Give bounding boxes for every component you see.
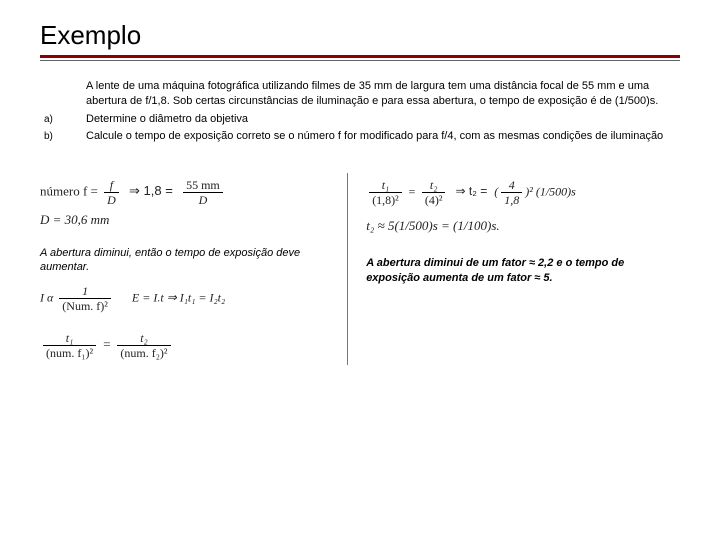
title-underline [40, 55, 680, 58]
result-D: D = 30,6 mm [40, 212, 329, 228]
formula-intensity: I α 1(Num. f)² E = I.t ⇒ I₁t₁ = I₂t₂ [40, 285, 329, 312]
slide-title: Exemplo [40, 20, 680, 51]
item-a: a) Determine o diâmetro da objetiva [44, 112, 680, 127]
note-right: A abertura diminui de um fator ≈ 2,2 e o… [366, 256, 680, 287]
item-b: b) Calcule o tempo de exposição correto … [44, 129, 680, 144]
formula-ratio: t₁(num. f₁)² = t₂(num. f₂)² [40, 332, 329, 359]
title-underline-thin [40, 60, 680, 61]
problem-statement: A lente de uma máquina fotográfica utili… [40, 79, 680, 145]
formula-t2-result: t₂ ≈ 5(1/500)s = (1/100)s. [366, 218, 680, 234]
formula-t2-calc: t₁(1,8)² = t₂(4)² ⇒ t₂ = (41,8)² (1/500)… [366, 179, 680, 206]
solution-columns: número f = fD ⇒ 1,8 = 55 mmD D = 30,6 mm… [40, 173, 680, 366]
item-b-label: b) [44, 129, 86, 144]
ia: I α [40, 291, 53, 305]
left-column: número f = fD ⇒ 1,8 = 55 mmD D = 30,6 mm… [40, 173, 347, 366]
f-lhs: número f = [40, 183, 98, 198]
note-left: A abertura diminui, então o tempo de exp… [40, 246, 329, 276]
right-column: t₁(1,8)² = t₂(4)² ⇒ t₂ = (41,8)² (1/500)… [347, 173, 680, 366]
eq: = [102, 337, 111, 352]
intro-text: A lente de uma máquina fotográfica utili… [44, 79, 680, 110]
formula-f-number: número f = fD ⇒ 1,8 = 55 mmD [40, 179, 329, 206]
f-mid: ⇒ 1,8 = [129, 183, 173, 198]
item-a-text: Determine o diâmetro da objetiva [86, 112, 680, 127]
item-a-label: a) [44, 112, 86, 127]
item-b-text: Calcule o tempo de exposição correto se … [86, 129, 680, 144]
eit: E = I.t ⇒ I₁t₁ = I₂t₂ [132, 291, 225, 305]
